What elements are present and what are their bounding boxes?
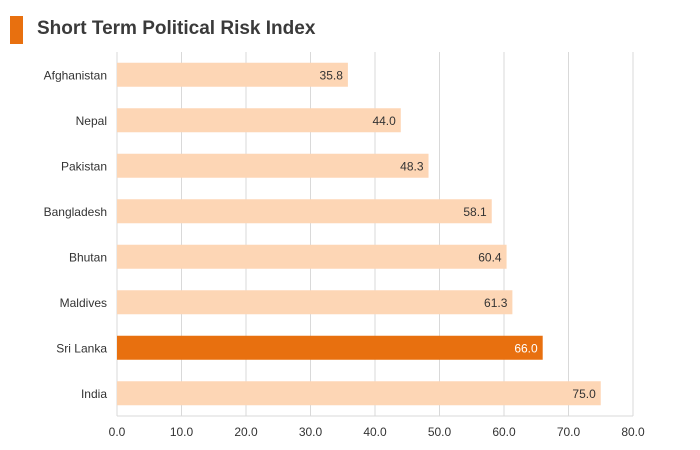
category-label: Pakistan (61, 159, 107, 173)
category-label: Sri Lanka (56, 341, 107, 355)
bar-value-label: 75.0 (572, 387, 596, 401)
category-label: Bangladesh (44, 205, 107, 219)
bar-pakistan (117, 153, 429, 178)
bar-value-label: 61.3 (484, 296, 508, 310)
chart-title: Short Term Political Risk Index (37, 18, 316, 39)
x-tick-label: 70.0 (557, 425, 581, 439)
bar-nepal (117, 108, 401, 133)
category-label: Afghanistan (44, 68, 107, 82)
bar-sri-lanka (117, 335, 543, 360)
title-accent-bar (10, 16, 23, 44)
category-label: Bhutan (69, 250, 107, 264)
bar-maldives (117, 290, 513, 315)
bar-india (117, 381, 601, 406)
bar-bhutan (117, 244, 507, 269)
bar-afghanistan (117, 62, 348, 87)
bar-value-label: 44.0 (372, 114, 396, 128)
x-tick-label: 30.0 (299, 425, 323, 439)
x-tick-label: 50.0 (428, 425, 452, 439)
category-label: India (81, 387, 107, 401)
bar-value-label: 48.3 (400, 159, 424, 173)
bar-value-label: 66.0 (514, 341, 538, 355)
bar-bangladesh (117, 199, 492, 224)
category-label: Nepal (76, 114, 107, 128)
bar-value-label: 58.1 (463, 205, 487, 219)
category-label: Maldives (60, 296, 107, 310)
bar-value-label: 35.8 (320, 68, 344, 82)
x-tick-label: 40.0 (363, 425, 387, 439)
x-tick-label: 10.0 (170, 425, 194, 439)
x-tick-label: 60.0 (492, 425, 516, 439)
x-tick-label: 20.0 (234, 425, 258, 439)
x-tick-label: 0.0 (109, 425, 126, 439)
bar-value-label: 60.4 (478, 250, 502, 264)
x-tick-label: 80.0 (621, 425, 645, 439)
